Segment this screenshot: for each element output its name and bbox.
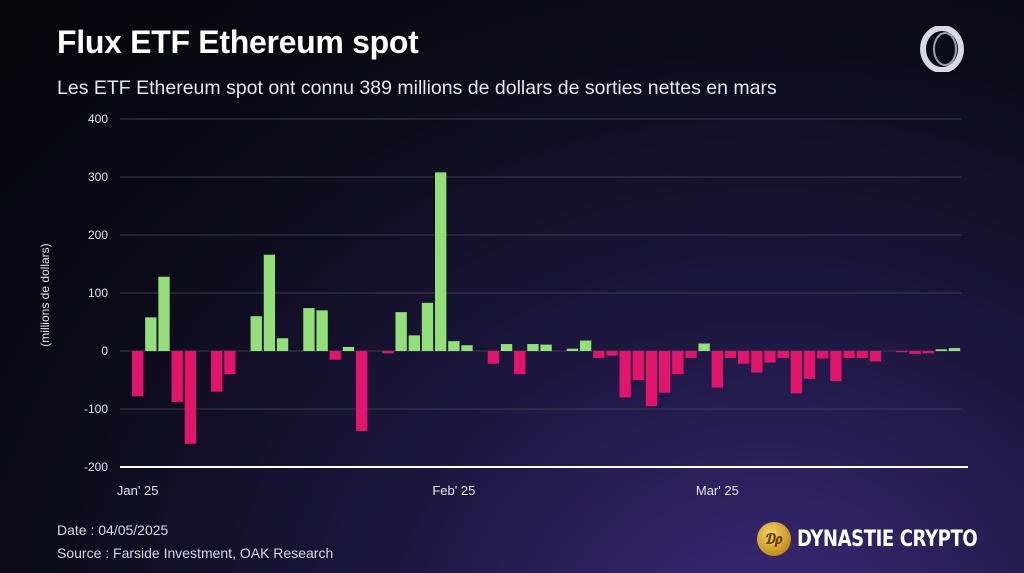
bar [948, 348, 961, 351]
bar [830, 351, 842, 382]
bar [803, 351, 816, 379]
x-tick-label: Jan' 25 [117, 483, 159, 498]
gold-coin-icon: ₯ [757, 522, 791, 556]
bar [896, 351, 908, 353]
x-tick-label: Mar' 25 [696, 483, 739, 498]
bar [158, 276, 170, 351]
chart-title: Flux ETF Ethereum spot [57, 24, 419, 60]
bar [922, 351, 934, 354]
chart-subtitle: Les ETF Ethereum spot ont connu 389 mill… [57, 77, 777, 99]
bar [421, 302, 434, 351]
brand-logo: ₯ DYNASTIE CRYPTO [757, 522, 1017, 556]
bar [645, 351, 658, 407]
bar [593, 351, 605, 358]
bar [869, 351, 882, 362]
bar [145, 317, 157, 351]
bar [606, 351, 618, 356]
bar [764, 351, 776, 363]
y-axis-label: (millions de dollars) [38, 243, 52, 346]
bar [303, 308, 315, 351]
bar [448, 341, 460, 351]
bar [435, 172, 447, 351]
bar [487, 351, 500, 364]
bar [540, 344, 552, 351]
bar [329, 351, 341, 360]
bar [514, 351, 526, 375]
bar [171, 351, 183, 403]
bar [672, 351, 684, 375]
bar [777, 351, 789, 358]
bar [276, 338, 289, 351]
brand-name: DYNASTIE CRYPTO [797, 526, 978, 552]
bar [224, 351, 236, 375]
bar [751, 351, 763, 373]
bar [342, 346, 355, 351]
bar [711, 351, 724, 388]
bar [263, 254, 276, 351]
bar [527, 344, 539, 351]
bar [909, 351, 921, 354]
bar [738, 351, 750, 364]
bar [566, 348, 579, 351]
y-tick-label: -200 [84, 460, 108, 474]
y-tick-label: 100 [88, 286, 108, 300]
bar [817, 351, 829, 359]
y-tick-label: 0 [101, 344, 108, 358]
x-tick-label: Feb' 25 [432, 483, 475, 498]
bar [658, 351, 671, 393]
bar [382, 351, 394, 354]
source-label: Source : Farside Investment, OAK Researc… [57, 545, 334, 561]
y-tick-label: 400 [88, 112, 108, 126]
y-tick-label: 300 [88, 170, 108, 184]
bar [724, 351, 737, 358]
bar [619, 351, 631, 398]
y-tick-label: 200 [88, 228, 108, 242]
bar [698, 343, 710, 351]
bar [685, 351, 697, 358]
bar [250, 316, 262, 351]
date-label: Date : 04/05/2025 [57, 522, 169, 538]
bar [408, 335, 420, 351]
bar [211, 351, 223, 392]
bar [935, 349, 947, 351]
bar [184, 351, 197, 444]
bar [856, 351, 868, 358]
bar [132, 351, 144, 397]
bar [632, 351, 644, 380]
bar [579, 340, 592, 351]
bar [500, 344, 513, 351]
bar [461, 345, 473, 351]
bar [790, 351, 803, 394]
y-tick-label: -100 [84, 402, 108, 416]
ring-logo-icon [920, 26, 964, 72]
bar [843, 351, 855, 358]
bar [355, 351, 368, 432]
bar [316, 310, 328, 351]
bar [395, 312, 407, 351]
